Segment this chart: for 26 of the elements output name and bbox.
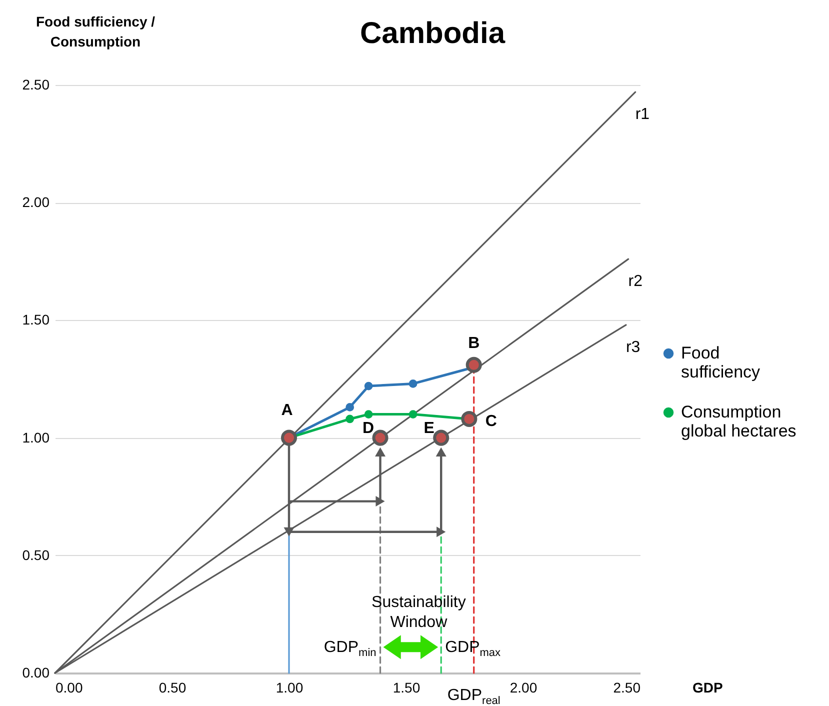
x-tick-label: 1.50 [392, 680, 420, 696]
annotation: A [281, 402, 294, 419]
x-tick-label: 2.00 [510, 680, 538, 696]
y-tick-label: 1.00 [22, 429, 50, 446]
series-label: r1 [635, 106, 650, 124]
y-tick-label: 2.00 [22, 194, 50, 210]
chart-title: Cambodia [360, 17, 506, 50]
legend-label: Food sufficiency [681, 344, 761, 382]
annotation: E [424, 420, 435, 437]
legend-label: Consumption global hectares [681, 402, 796, 440]
x-axis-title: GDP [692, 680, 723, 696]
annotation: C [485, 412, 498, 430]
y-axis-title: Food sufficiency / Consumption [36, 14, 156, 50]
series-label: r3 [626, 338, 640, 356]
y-tick-label: 0.50 [22, 546, 50, 563]
y-tick-label: 1.50 [22, 312, 50, 328]
x-tick-label: 0.00 [56, 680, 83, 696]
annotation: Sustainability Window [372, 594, 466, 632]
series-label: r2 [628, 273, 643, 290]
x-tick-label: 0.50 [158, 680, 186, 696]
x-tick-label: 1.00 [276, 680, 304, 696]
y-tick-label: 2.50 [22, 76, 50, 92]
annotation: D [362, 420, 374, 437]
x-tick-label: 2.50 [613, 680, 641, 696]
annotation: B [468, 334, 480, 352]
y-tick-label: 0.00 [22, 664, 50, 680]
